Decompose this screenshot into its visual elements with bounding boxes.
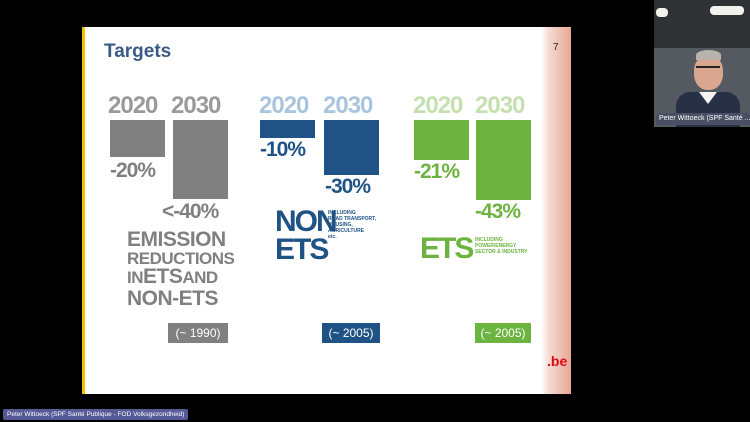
group-total-value-2030: <-40% xyxy=(162,200,219,223)
group-total-year-2030: 2030 xyxy=(171,92,221,119)
group-ets-baseline-badge: (~ 2005) xyxy=(475,323,531,343)
group-ets-label: ETS xyxy=(420,232,474,265)
group-total-baseline-badge: (~ 1990) xyxy=(168,323,228,343)
slide-page-number: 7 xyxy=(553,42,559,53)
group-total-bar-2020 xyxy=(110,120,165,157)
group-total-label-line-1: EMISSION xyxy=(127,228,226,251)
group-ets-year-2030: 2030 xyxy=(475,92,525,119)
slide-decorative-edge xyxy=(541,27,571,394)
group-nonets-label-non: NON xyxy=(275,205,338,238)
be-logo: .be xyxy=(547,353,568,369)
group-nonets-year-2030: 2030 xyxy=(323,92,373,119)
group-nonets-year-2020: 2020 xyxy=(259,92,309,119)
group-nonets-bar-2020 xyxy=(260,120,315,138)
group-ets-year-2020: 2020 xyxy=(413,92,463,119)
slide-title: Targets xyxy=(104,41,172,62)
slide-accent-bar xyxy=(82,27,85,394)
ceiling-light-icon xyxy=(656,8,668,17)
group-ets-value-2030: -43% xyxy=(475,200,521,223)
group-ets-bar-2030 xyxy=(476,120,531,200)
group-total-label-line-4: NON-ETS xyxy=(127,287,219,310)
group-nonets-value-2030: -30% xyxy=(325,175,371,198)
participant-name-label: Peter Wittoeck (SPF Santé ... xyxy=(656,113,750,125)
group-nonets-value-2020: -10% xyxy=(260,138,306,161)
group-ets-bar-2020 xyxy=(414,120,469,160)
group-nonets-bar-2030 xyxy=(324,120,379,175)
ceiling-light-icon xyxy=(710,6,744,15)
group-total-value-2020: -20% xyxy=(110,159,156,182)
group-total-label-line-2: REDUCTIONS xyxy=(127,249,235,268)
group-total-year-2020: 2020 xyxy=(108,92,158,119)
shared-slide: Targets 7 2020 2030 -20% <-40% EMISSION … xyxy=(82,27,571,394)
group-total-bar-2030 xyxy=(173,120,228,199)
group-nonets-small-label: INCLUDING ROAD TRANSPORT, HOUSING, AGRIC… xyxy=(328,210,377,240)
participant-hair xyxy=(696,50,721,60)
presenter-name-label: Peter Wittoeck (SPF Santé Publique - FOD… xyxy=(3,409,189,420)
participant-glasses-icon xyxy=(696,66,720,72)
group-total-label-line-3: INETSAND xyxy=(127,265,218,288)
group-nonets-baseline-badge: (~ 2005) xyxy=(322,323,380,343)
group-nonets-label-ets: ETS xyxy=(275,233,329,266)
group-ets-small-label: INCLUDING POWER/ENERGY SECTOR & INDUSTRY xyxy=(475,237,528,255)
participant-head xyxy=(694,55,723,90)
participant-video-tile[interactable]: Peter Wittoeck (SPF Santé ... xyxy=(654,0,750,127)
group-ets-value-2020: -21% xyxy=(414,160,460,183)
